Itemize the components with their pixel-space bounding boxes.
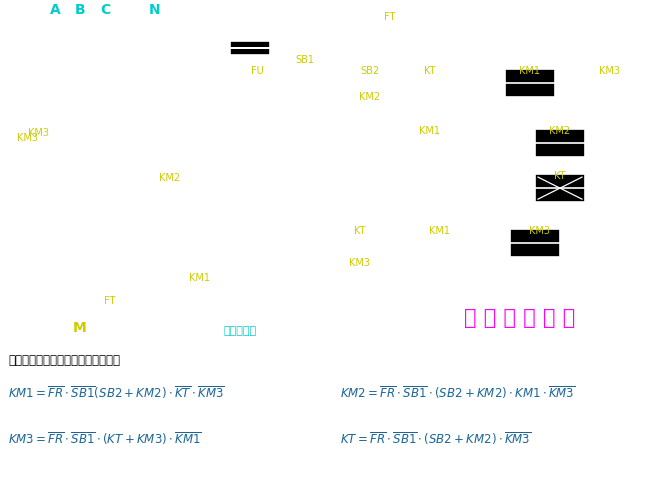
Text: $KT = \overline{FR} \cdot \overline{SB1} \cdot (SB2 + KM2) \cdot \overline{KM3}$: $KT = \overline{FR} \cdot \overline{SB1}… — [340, 430, 531, 446]
Bar — [535, 174, 585, 202]
Text: KT: KT — [354, 226, 366, 236]
Text: FT: FT — [104, 296, 116, 306]
Text: KM1: KM1 — [430, 226, 450, 236]
Bar — [55, 285, 165, 315]
Text: FU: FU — [251, 66, 263, 76]
Text: FT: FT — [384, 12, 396, 22]
Text: KM2: KM2 — [360, 92, 380, 102]
Bar — [230, 41, 270, 55]
Text: C: C — [100, 3, 110, 17]
Text: M: M — [73, 321, 87, 335]
Text: $KM3 = \overline{FR} \cdot \overline{SB1} \cdot (KT + KM3) \cdot \overline{KM1}$: $KM3 = \overline{FR} \cdot \overline{SB1… — [8, 430, 201, 446]
Text: N: N — [149, 3, 161, 17]
Text: KM3: KM3 — [28, 128, 49, 138]
Text: 首先列写出控制电路的逻辑式如下：: 首先列写出控制电路的逻辑式如下： — [8, 354, 120, 367]
Text: KM1: KM1 — [519, 66, 541, 76]
Text: KM3: KM3 — [600, 66, 620, 76]
Bar — [505, 69, 555, 97]
Text: SB2: SB2 — [360, 66, 380, 76]
Text: KT: KT — [554, 171, 566, 181]
Text: KM2: KM2 — [549, 126, 571, 136]
Text: 自耦変壓器: 自耦変壓器 — [223, 326, 257, 336]
Text: SB1: SB1 — [295, 55, 315, 65]
Text: KM3: KM3 — [350, 258, 370, 268]
Text: B: B — [74, 3, 85, 17]
Text: KM3: KM3 — [17, 133, 39, 143]
Text: A: A — [50, 3, 61, 17]
Bar — [535, 129, 585, 157]
Text: KM2: KM2 — [160, 173, 181, 183]
Bar — [510, 229, 560, 257]
Text: 自 耦 降 压 起 动: 自 耦 降 压 起 动 — [464, 308, 576, 328]
Text: $KM2 = \overline{FR} \cdot \overline{SB1} \cdot (SB2+KM2) \cdot KM1 \cdot \overl: $KM2 = \overline{FR} \cdot \overline{SB1… — [340, 384, 575, 401]
Text: KM1: KM1 — [420, 126, 440, 136]
Text: KT: KT — [424, 66, 436, 76]
Text: KM3: KM3 — [529, 226, 551, 236]
Text: KM1: KM1 — [190, 273, 211, 283]
Text: $KM1 = \overline{FR} \cdot \overline{SB1}(SB2 + KM2) \cdot \overline{KT} \cdot \: $KM1 = \overline{FR} \cdot \overline{SB1… — [8, 384, 225, 401]
